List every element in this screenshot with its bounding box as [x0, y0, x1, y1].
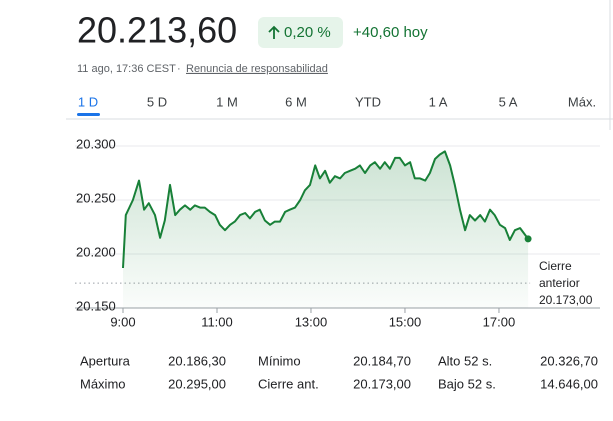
range-tab[interactable]: 1 A: [429, 94, 448, 109]
stat-value: 20.326,70: [540, 353, 598, 368]
change-pill: [258, 17, 343, 48]
range-tab[interactable]: 5 A: [499, 94, 518, 109]
stat-label: Cierre ant.: [258, 376, 319, 391]
range-tab[interactable]: 5 D: [147, 94, 167, 109]
x-tick-label: 15:00: [389, 314, 422, 329]
last-point: [524, 235, 532, 243]
separator: ·: [177, 63, 181, 75]
price-line: [122, 150, 529, 269]
stat-label: Mínimo: [258, 353, 301, 368]
stat-value: 20.184,70: [353, 353, 411, 368]
previous-close-value: 20.173,00: [539, 293, 593, 307]
previous-close-label: Cierre anterior: [539, 259, 580, 290]
x-tick-label: 13:00: [295, 314, 328, 329]
range-tab[interactable]: 1 D: [78, 94, 98, 109]
stat-label: Alto 52 s.: [438, 353, 492, 368]
x-tick-label: 11:00: [201, 314, 233, 329]
active-tab-indicator: [77, 113, 100, 116]
timestamp: 11 ago, 17:36 CEST: [77, 63, 176, 75]
change-percent: 0,20 %: [284, 24, 331, 41]
stat-value: 14.646,00: [540, 376, 598, 391]
stat-value: 20.186,30: [168, 353, 226, 368]
price: 20.213,60: [77, 10, 237, 51]
x-tick-label: 9:00: [110, 314, 135, 329]
stat-label: Bajo 52 s.: [438, 376, 496, 391]
range-tab[interactable]: Máx.: [568, 94, 596, 109]
y-tick-label: 20.300: [76, 136, 116, 151]
change-today: +40,60 hoy: [353, 24, 428, 41]
x-tick-label: 17:00: [483, 314, 516, 329]
stat-label: Máximo: [80, 376, 126, 391]
disclaimer-link[interactable]: Renuncia de responsabilidad: [186, 63, 328, 75]
area: [122, 151, 529, 308]
y-tick-label: 20.250: [76, 190, 116, 205]
stat-label: Apertura: [80, 353, 131, 368]
y-tick-label: 20.200: [76, 244, 116, 259]
range-tab[interactable]: 1 M: [216, 94, 238, 109]
stat-value: 20.173,00: [353, 376, 411, 391]
up-arrow: [268, 25, 280, 39]
range-tab[interactable]: 6 M: [285, 94, 307, 109]
range-tab[interactable]: YTD: [355, 94, 381, 109]
stat-value: 20.295,00: [168, 376, 226, 391]
y-tick-label: 20.150: [76, 298, 116, 313]
